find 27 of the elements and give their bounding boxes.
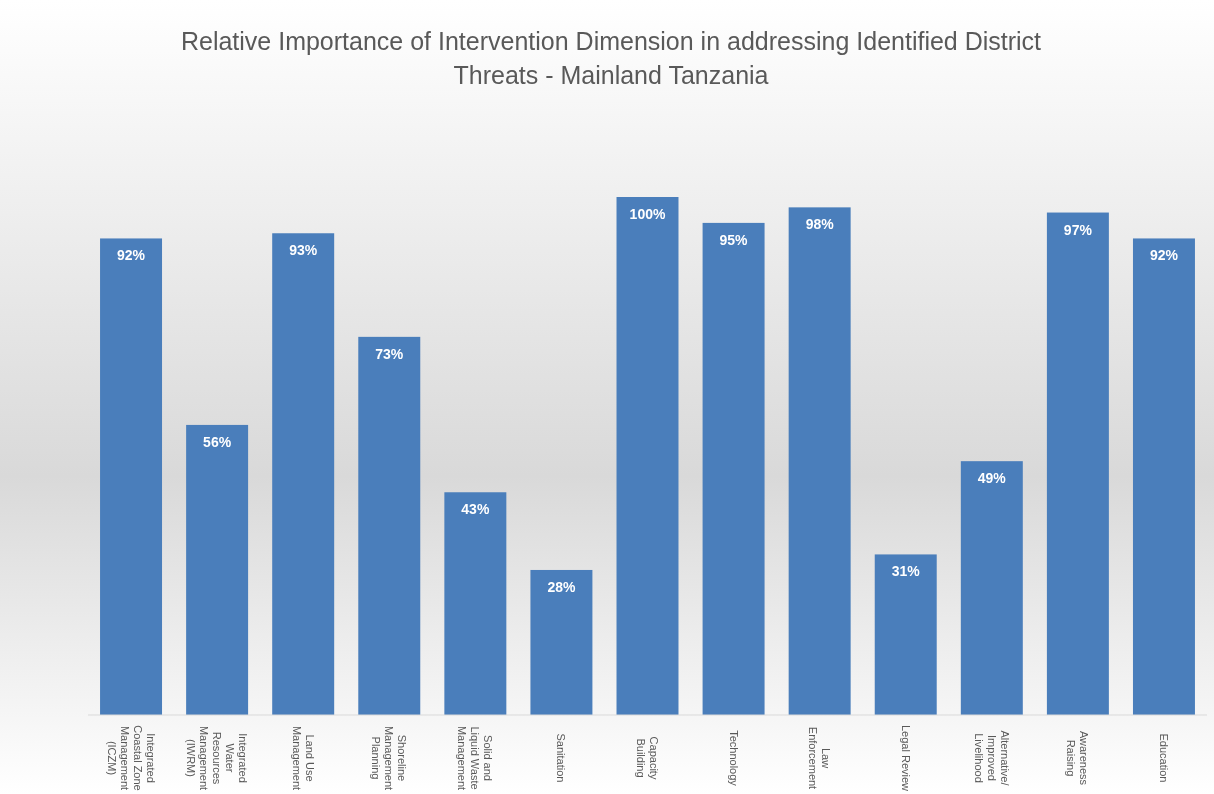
data-label: 31% [891, 563, 921, 580]
data-label: 43% [461, 501, 490, 518]
x-tick-label: Integrated Coastal Zone Management (ICZM) [105, 725, 157, 791]
x-tick-label: Technology [727, 730, 740, 787]
data-label: 98% [805, 216, 835, 233]
x-tick-label: Legal Review [899, 724, 912, 792]
data-label: 56% [203, 433, 232, 450]
x-tick-label: Land Use Management [290, 725, 316, 791]
x-tick-label: Education [1157, 733, 1170, 783]
x-tick-label: Integrated Water Resources Management (IWRM) [185, 725, 250, 791]
data-label: 92% [1149, 247, 1179, 264]
data-label: 28% [547, 578, 576, 595]
data-label: 93% [289, 242, 318, 259]
data-label: 73% [375, 345, 404, 362]
chart-title: Relative Importance of Intervention Dimension in addressing Identified District Threats - Mainland Tanzania [180, 27, 1042, 89]
x-tick-label: Capacity Building [635, 736, 660, 780]
data-label: 100% [629, 206, 666, 222]
x-tick-label: Shoreline Management Planning [370, 725, 409, 791]
x-tick-label: Awareness Raising [1065, 730, 1091, 786]
data-label: 49% [977, 470, 1007, 487]
data-label: 95% [719, 231, 749, 248]
x-tick-label: Sanitation [555, 733, 568, 783]
x-tick-label: Alternative/ Improved Livelihood [972, 730, 1011, 787]
x-tick-label: Solid and Liquid Waste Management [456, 725, 495, 791]
x-tick-label: Law Enforcement [807, 726, 833, 790]
data-label: 97% [1063, 221, 1093, 238]
data-label: 92% [117, 247, 146, 264]
